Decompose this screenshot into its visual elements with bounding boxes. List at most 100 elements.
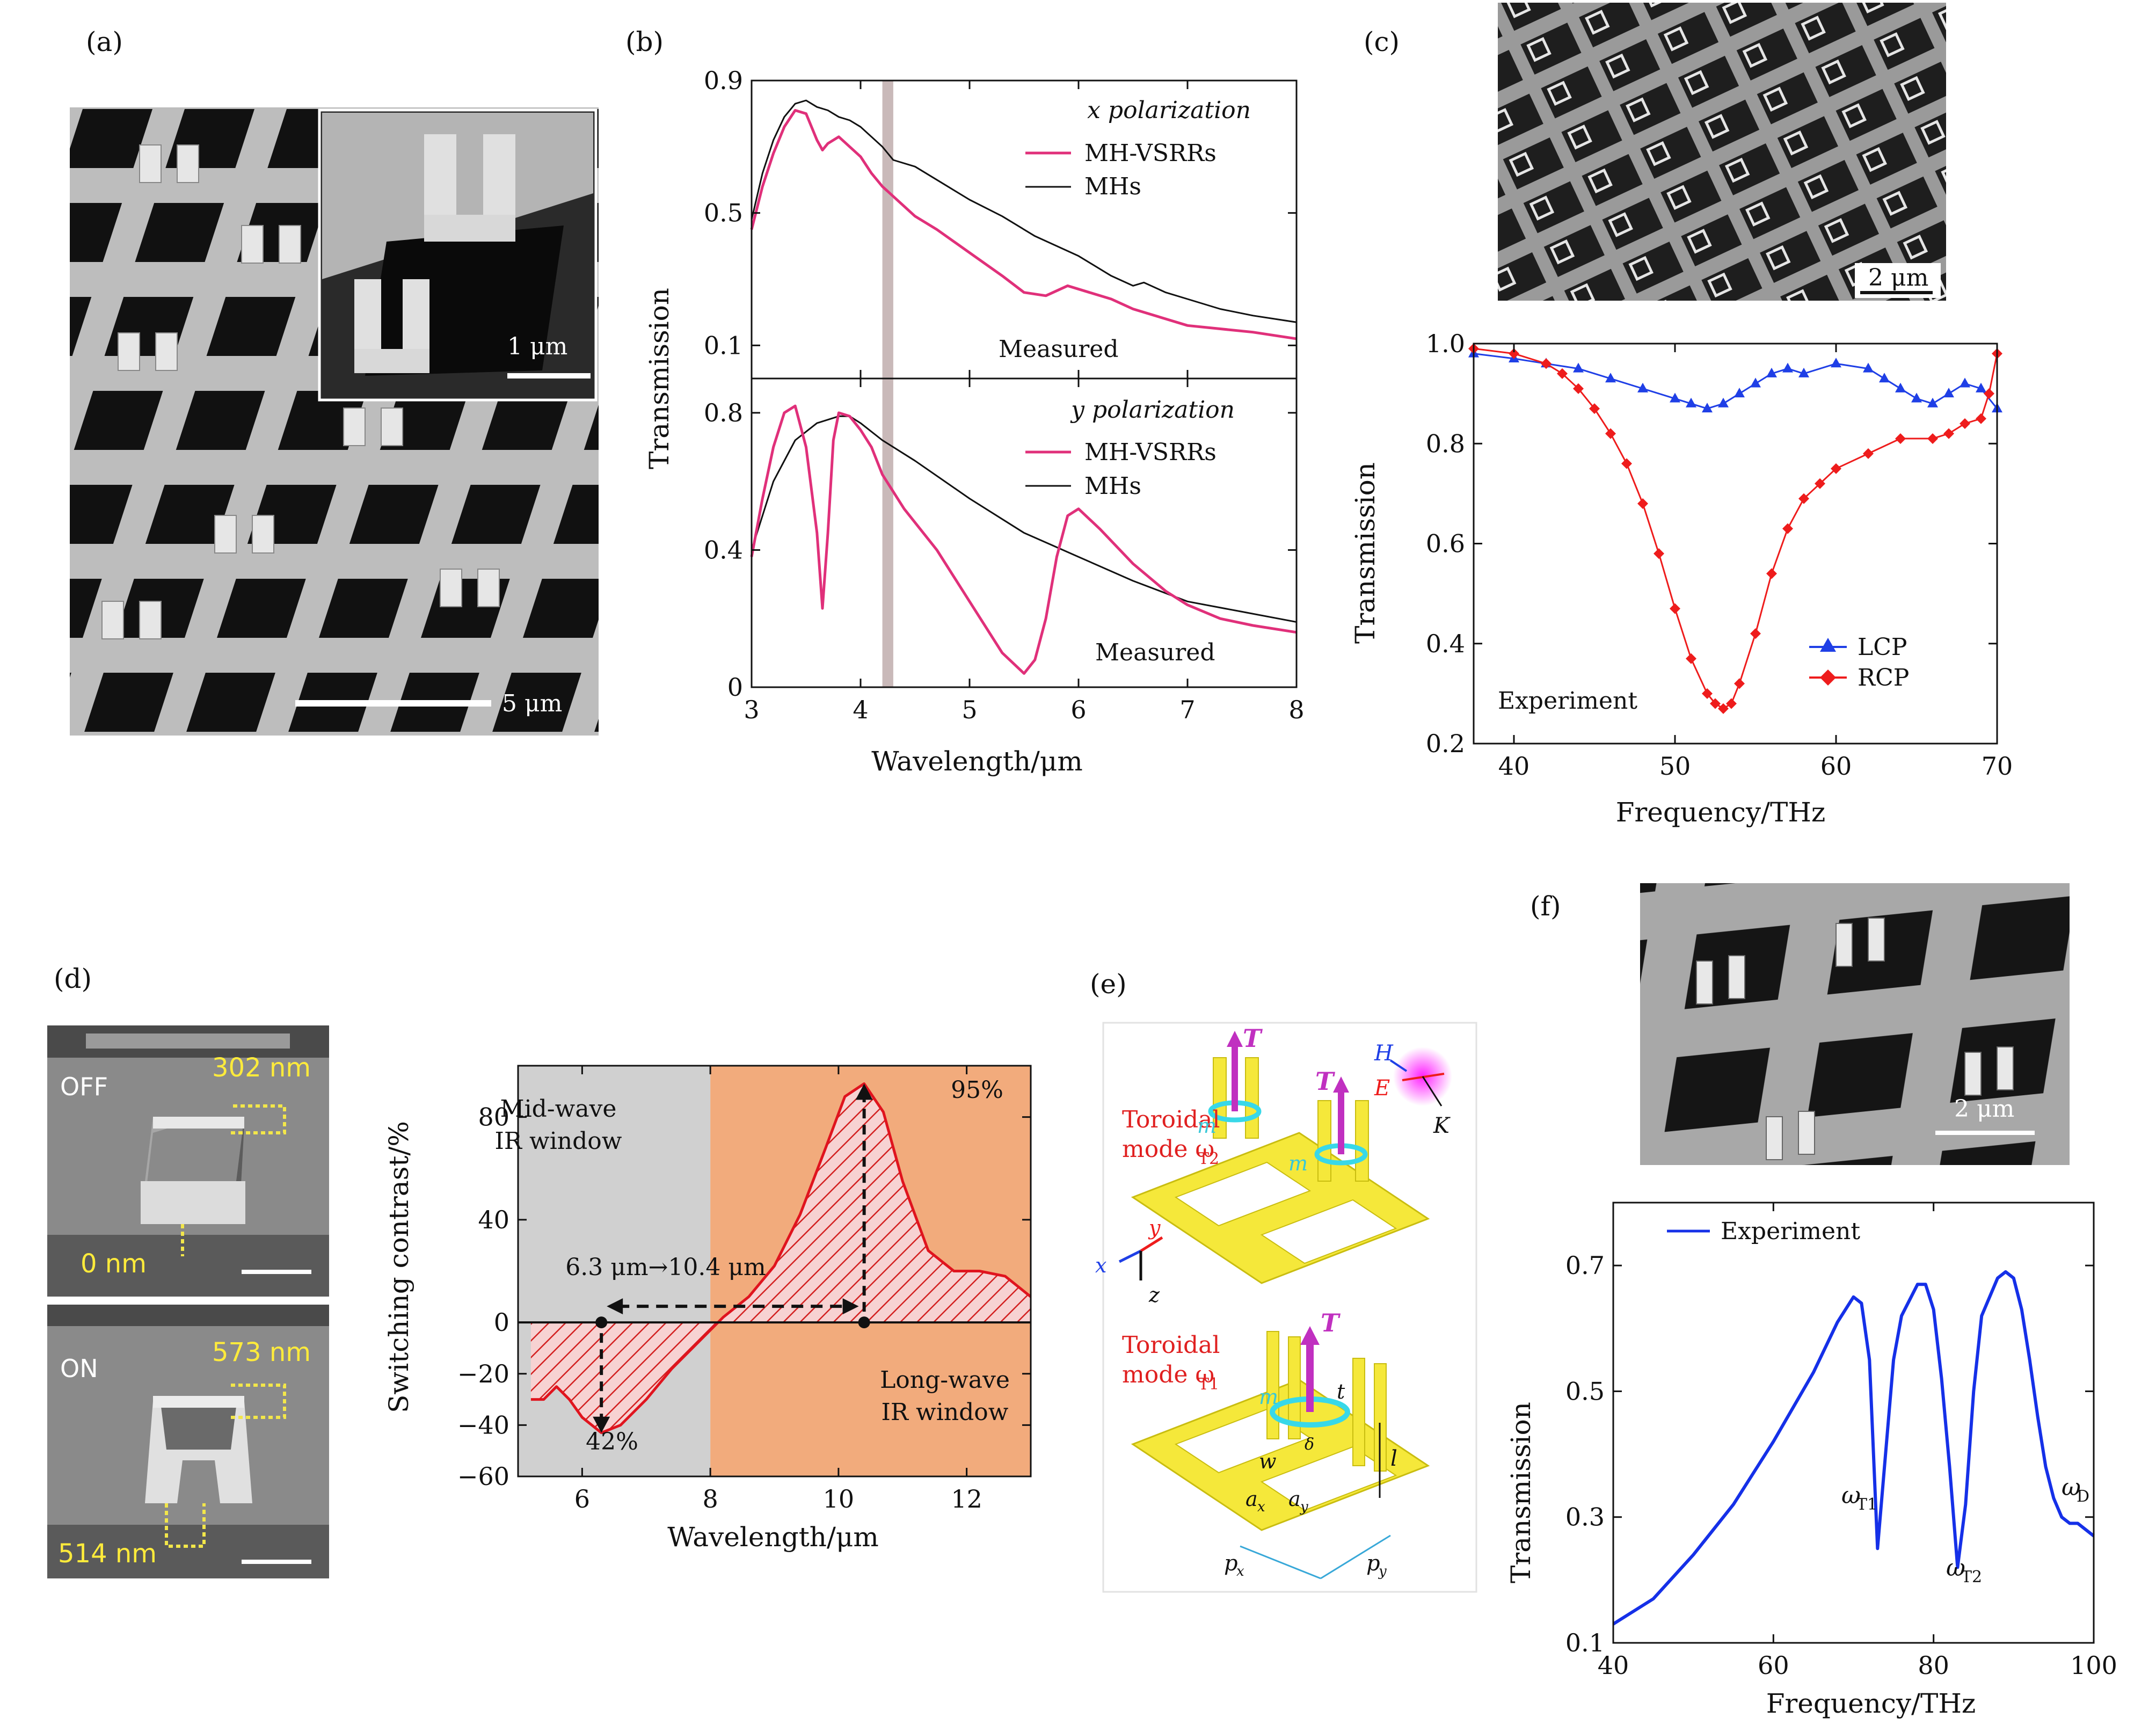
c-point-lcp xyxy=(1943,388,1954,398)
panel-d-95pct: 95% xyxy=(951,1076,1003,1104)
c-point-lcp xyxy=(1831,358,1841,368)
panel-d-xlabel: Wavelength/μm xyxy=(667,1522,879,1553)
panel-d-chart: 6 8 10 12 −60 −40 −20 0 40 80 xyxy=(457,1065,1032,1513)
c-xtick-label: 50 xyxy=(1659,752,1691,781)
panel-f-chart: 40 60 80 100 0.1 0.3 0.5 0.7 xyxy=(1565,1202,2117,1680)
panel-d-on-top-value: 573 nm xyxy=(212,1337,311,1367)
panel-d-longwave-line2: IR window xyxy=(882,1399,1009,1426)
d-point-10.4 xyxy=(858,1316,870,1329)
b-bot-xtick-label: 4 xyxy=(853,695,868,724)
c-point-rcp xyxy=(1541,358,1552,369)
panel-b-top-measured: Measured xyxy=(999,336,1118,363)
d-hatched-area xyxy=(530,1083,1031,1433)
d-frame xyxy=(517,1065,1032,1477)
c-line-rcp xyxy=(1473,347,1998,710)
panel-b-bottom-legend-label-2: MHs xyxy=(1084,472,1141,500)
panel-c-experiment: Experiment xyxy=(1498,687,1637,715)
panel-d-on-label: ON xyxy=(60,1354,98,1383)
c-point-rcp xyxy=(1686,653,1696,664)
d-42-arrowhead xyxy=(593,1416,610,1433)
c-point-rcp xyxy=(1670,603,1680,614)
panel-d-longwave-line1: Long-wave xyxy=(880,1366,1010,1394)
c-point-lcp xyxy=(1605,373,1616,383)
panel-e-l-dim: l xyxy=(1390,1446,1397,1471)
panel-f-sem-image: 2 μm xyxy=(1640,883,2070,1165)
d-xtick-label: 12 xyxy=(951,1484,982,1513)
panel-a-sem-image: 1 μm 5 μm xyxy=(70,107,599,736)
b-top-ytick-label: 0.1 xyxy=(704,331,743,360)
c-ytick-label: 0.4 xyxy=(1426,629,1465,658)
panel-e-T-bottom: T xyxy=(1321,1308,1341,1337)
c-point-rcp xyxy=(1605,428,1616,439)
f-xtick-label: 100 xyxy=(2070,1651,2117,1680)
panel-f-wt1: ω xyxy=(1841,1482,1861,1509)
b-bot-xtick-label: 7 xyxy=(1179,695,1195,724)
panel-e-ay-sub: y xyxy=(1300,1499,1308,1515)
panel-b-ylabel: Transmission xyxy=(644,288,675,469)
f-ytick-label: 0.7 xyxy=(1565,1251,1605,1280)
panel-e-T-top-2: T xyxy=(1315,1067,1336,1096)
d-line-contrast xyxy=(530,1082,1032,1435)
d-point-6.3 xyxy=(595,1316,608,1329)
panel-c-chart: 40 50 60 70 0.2 0.4 0.6 0.8 1.0 xyxy=(1426,329,2013,781)
c-point-rcp xyxy=(1589,403,1600,414)
c-point-rcp xyxy=(1654,548,1664,559)
c-point-rcp xyxy=(1863,448,1874,459)
panel-e-delta-dim: δ xyxy=(1305,1435,1314,1454)
c-point-rcp xyxy=(1726,698,1737,709)
c-point-lcp xyxy=(1863,362,1874,373)
c-point-rcp xyxy=(1984,388,1994,399)
c-point-rcp xyxy=(1798,493,1809,504)
b-bot-band xyxy=(882,379,893,687)
panel-e-t-dim: t xyxy=(1337,1380,1345,1403)
panel-e-bottom-mode-sub: T1 xyxy=(1198,1375,1219,1394)
c-point-rcp xyxy=(1637,498,1648,509)
panel-d-on-image: ON 573 nm 514 nm xyxy=(47,1305,329,1578)
c-point-rcp xyxy=(1573,383,1584,394)
panel-e-bottom-mode-line1: Toroidal xyxy=(1122,1331,1220,1359)
b-bot-ytick-label: 0.4 xyxy=(704,535,743,564)
panel-b-top-chart: 0.1 0.5 0.9 xyxy=(704,66,1298,380)
panel-c-xlabel: Frequency/THz xyxy=(1616,797,1826,828)
panel-c-scale-label: 2 μm xyxy=(1868,264,1928,292)
c-point-lcp xyxy=(1718,397,1729,407)
panel-f-legend: Experiment xyxy=(1721,1218,1860,1245)
c-point-rcp xyxy=(1831,463,1841,474)
b-bot-ytick-label: 0 xyxy=(727,673,743,702)
panel-b-bottom-title: y polarization xyxy=(1070,396,1235,424)
panel-d-off-image: OFF 302 nm 0 nm xyxy=(47,1025,329,1297)
panel-e-top-mode-line1: Toroidal xyxy=(1122,1106,1220,1133)
panel-b-bottom-chart: 3 4 5 6 7 8 0 0.4 0.8 xyxy=(704,377,1305,724)
panel-e-px-sub: x xyxy=(1236,1563,1244,1580)
panel-d-midwave-line2: IR window xyxy=(495,1127,622,1155)
c-point-rcp xyxy=(1557,368,1568,379)
b-bot-xtick-label: 8 xyxy=(1288,695,1304,724)
panel-e-H-label: H xyxy=(1374,1041,1394,1066)
c-point-lcp xyxy=(1670,392,1680,403)
c-point-lcp xyxy=(1734,388,1745,398)
c-ytick-label: 1.0 xyxy=(1426,329,1465,358)
b-bot-ytick-label: 0.8 xyxy=(704,398,743,427)
f-ytick-label: 0.5 xyxy=(1565,1377,1605,1406)
panel-b-top-title: x polarization xyxy=(1087,97,1251,124)
c-point-rcp xyxy=(1895,433,1906,444)
c-point-rcp xyxy=(1710,698,1721,709)
panel-f-xlabel: Frequency/THz xyxy=(1766,1688,1976,1719)
panel-e-x-axis: x xyxy=(1095,1254,1106,1277)
f-ytick-label: 0.3 xyxy=(1565,1503,1605,1532)
c-point-lcp xyxy=(1702,403,1713,413)
panel-c-legend-rcp: RCP xyxy=(1858,664,1909,692)
panel-c-sem-image: 2 μm xyxy=(1498,3,1946,301)
d-ytick-label: 40 xyxy=(478,1205,509,1234)
panel-e-top-mode-sub: T2 xyxy=(1198,1149,1219,1168)
panel-c-legend-lcp: LCP xyxy=(1858,634,1907,661)
b-bot-xtick-label: 3 xyxy=(744,695,759,724)
c-point-rcp xyxy=(1621,458,1632,469)
c-point-rcp xyxy=(1943,428,1954,439)
b-bot-line-mh-vsrrs xyxy=(750,404,1297,675)
b-bot-xtick-label: 6 xyxy=(1070,695,1086,724)
panel-e-m-top-1: m xyxy=(1197,1114,1217,1138)
b-top-ytick-label: 0.9 xyxy=(704,66,743,95)
b-bot-line-mhs xyxy=(751,415,1297,623)
c-point-rcp xyxy=(1960,418,1970,429)
